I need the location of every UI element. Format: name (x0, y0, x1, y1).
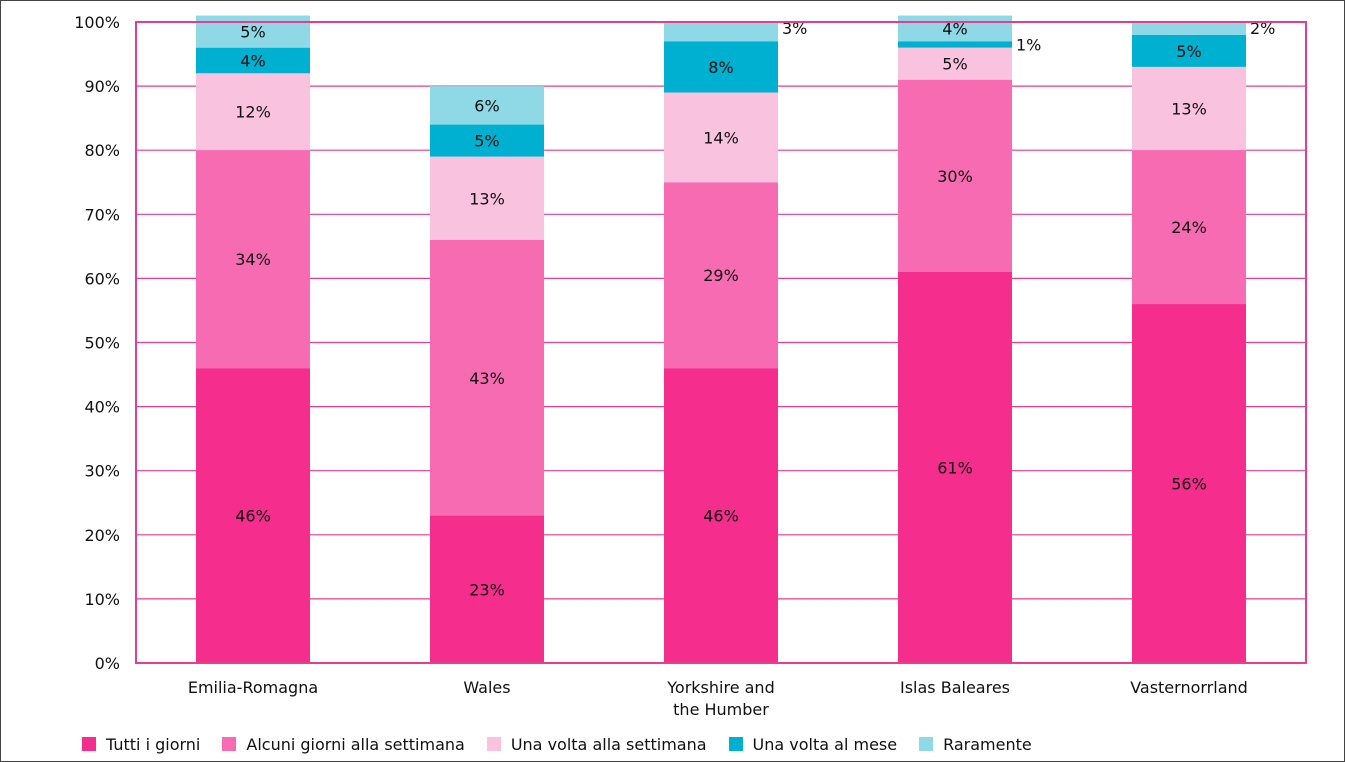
x-tick-label: Vasternorrland (1130, 678, 1248, 697)
y-tick-label: 10% (84, 590, 120, 609)
data-label: 46% (703, 507, 739, 526)
data-label: 13% (469, 189, 505, 208)
bar-segment (430, 239, 544, 516)
y-tick-label: 50% (84, 334, 120, 353)
legend-swatch (919, 737, 934, 751)
data-label: 34% (235, 250, 271, 269)
legend-label: Raramente (943, 734, 1032, 754)
legend-item: Tutti i giorni (82, 735, 200, 754)
bar-segment (430, 515, 544, 663)
data-label: 12% (235, 103, 271, 122)
x-tick-label: Wales (463, 678, 510, 697)
data-label: 14% (703, 128, 739, 147)
bar-segment (196, 47, 310, 74)
legend-item: Una volta al mese (728, 734, 898, 754)
legend-swatch (486, 737, 501, 751)
y-tick-label: 20% (84, 526, 120, 545)
data-label: 46% (235, 507, 271, 526)
data-label: 4% (240, 51, 265, 70)
data-label: 5% (942, 55, 967, 74)
bar-segment (196, 15, 310, 48)
y-tick-label: 60% (84, 269, 120, 288)
bar-segment (664, 41, 778, 93)
y-tick-label: 100% (74, 13, 120, 32)
bar-segment (1132, 150, 1246, 305)
bar-segment (898, 15, 1012, 42)
bar-segment (196, 73, 310, 151)
bar-segment (898, 47, 1012, 80)
bar-segment (430, 156, 544, 240)
data-label: 43% (469, 369, 505, 388)
y-tick-label: 90% (84, 77, 120, 96)
legend-item: Raramente (919, 735, 1032, 754)
legend-label: Alcuni giorni alla settimana (246, 734, 465, 754)
legend-item: Alcuni giorni alla settimana (222, 734, 465, 754)
legend-label: Tutti i giorni (106, 734, 201, 754)
y-tick-label: 80% (84, 141, 120, 160)
legend-label: Una volta alla settimana (510, 734, 707, 754)
data-label: 23% (469, 580, 505, 599)
data-label: 13% (1171, 100, 1207, 119)
bar-segment (196, 368, 310, 663)
data-label: 2% (1250, 19, 1275, 38)
data-label: 56% (1171, 475, 1207, 494)
data-label: 5% (240, 23, 265, 42)
data-label: 6% (474, 96, 499, 115)
bar-segment (430, 86, 544, 125)
y-axis-tick-labels: 0% 10% 20% 30% 40% 50% 60% 70% 80% 90% 100% (74, 13, 120, 673)
data-label: 29% (703, 266, 739, 285)
bar-segment (196, 150, 310, 369)
data-label: 5% (474, 132, 499, 151)
legend-swatch (222, 737, 237, 751)
data-label: 61% (937, 458, 973, 477)
y-tick-label: 0% (95, 654, 120, 673)
bar-segment (1132, 304, 1246, 663)
data-label: 8% (708, 58, 733, 77)
data-label: 24% (1171, 218, 1207, 237)
bar-segment (898, 271, 1012, 663)
legend-label: Una volta al mese (752, 734, 898, 754)
bar-segment (1132, 22, 1246, 35)
legend: Tutti i giorni Alcuni giorni alla settima… (82, 733, 1054, 755)
y-tick-label: 70% (84, 205, 120, 224)
legend-swatch (82, 737, 96, 751)
bar-segment (1132, 66, 1246, 151)
y-tick-label: 30% (84, 462, 120, 481)
x-axis-category-labels: Emilia-Romagna Wales Yorkshire and the Humb… (188, 678, 1248, 719)
x-tick-label: the Humber (673, 700, 769, 719)
data-label: 4% (942, 19, 967, 38)
x-tick-label: Islas Baleares (900, 678, 1010, 697)
data-label: 1% (1016, 35, 1041, 54)
data-label: 3% (782, 19, 807, 38)
plot-area-border (135, 21, 1307, 664)
bars: 46% 34% 12% 4% 5% 23% 43% 13% 5% 6% 46% 29% 14% 8% 3% 6… (196, 15, 1275, 663)
bar-segment (898, 41, 1012, 48)
bar-segment (664, 92, 778, 183)
legend-item: Una volta alla settimana (486, 734, 707, 754)
bar-segment (664, 22, 778, 42)
legend-swatch (728, 737, 743, 751)
x-tick-label: Emilia-Romagna (188, 678, 318, 697)
x-tick-label: Yorkshire and (666, 678, 774, 697)
data-label: 5% (1176, 42, 1201, 61)
bar-segment (664, 182, 778, 369)
bar-segment (430, 124, 544, 157)
bar-segment (898, 79, 1012, 272)
bar-segment (1132, 34, 1246, 67)
data-label: 30% (937, 167, 973, 186)
y-tick-label: 40% (84, 398, 120, 417)
bar-segment (664, 368, 778, 663)
